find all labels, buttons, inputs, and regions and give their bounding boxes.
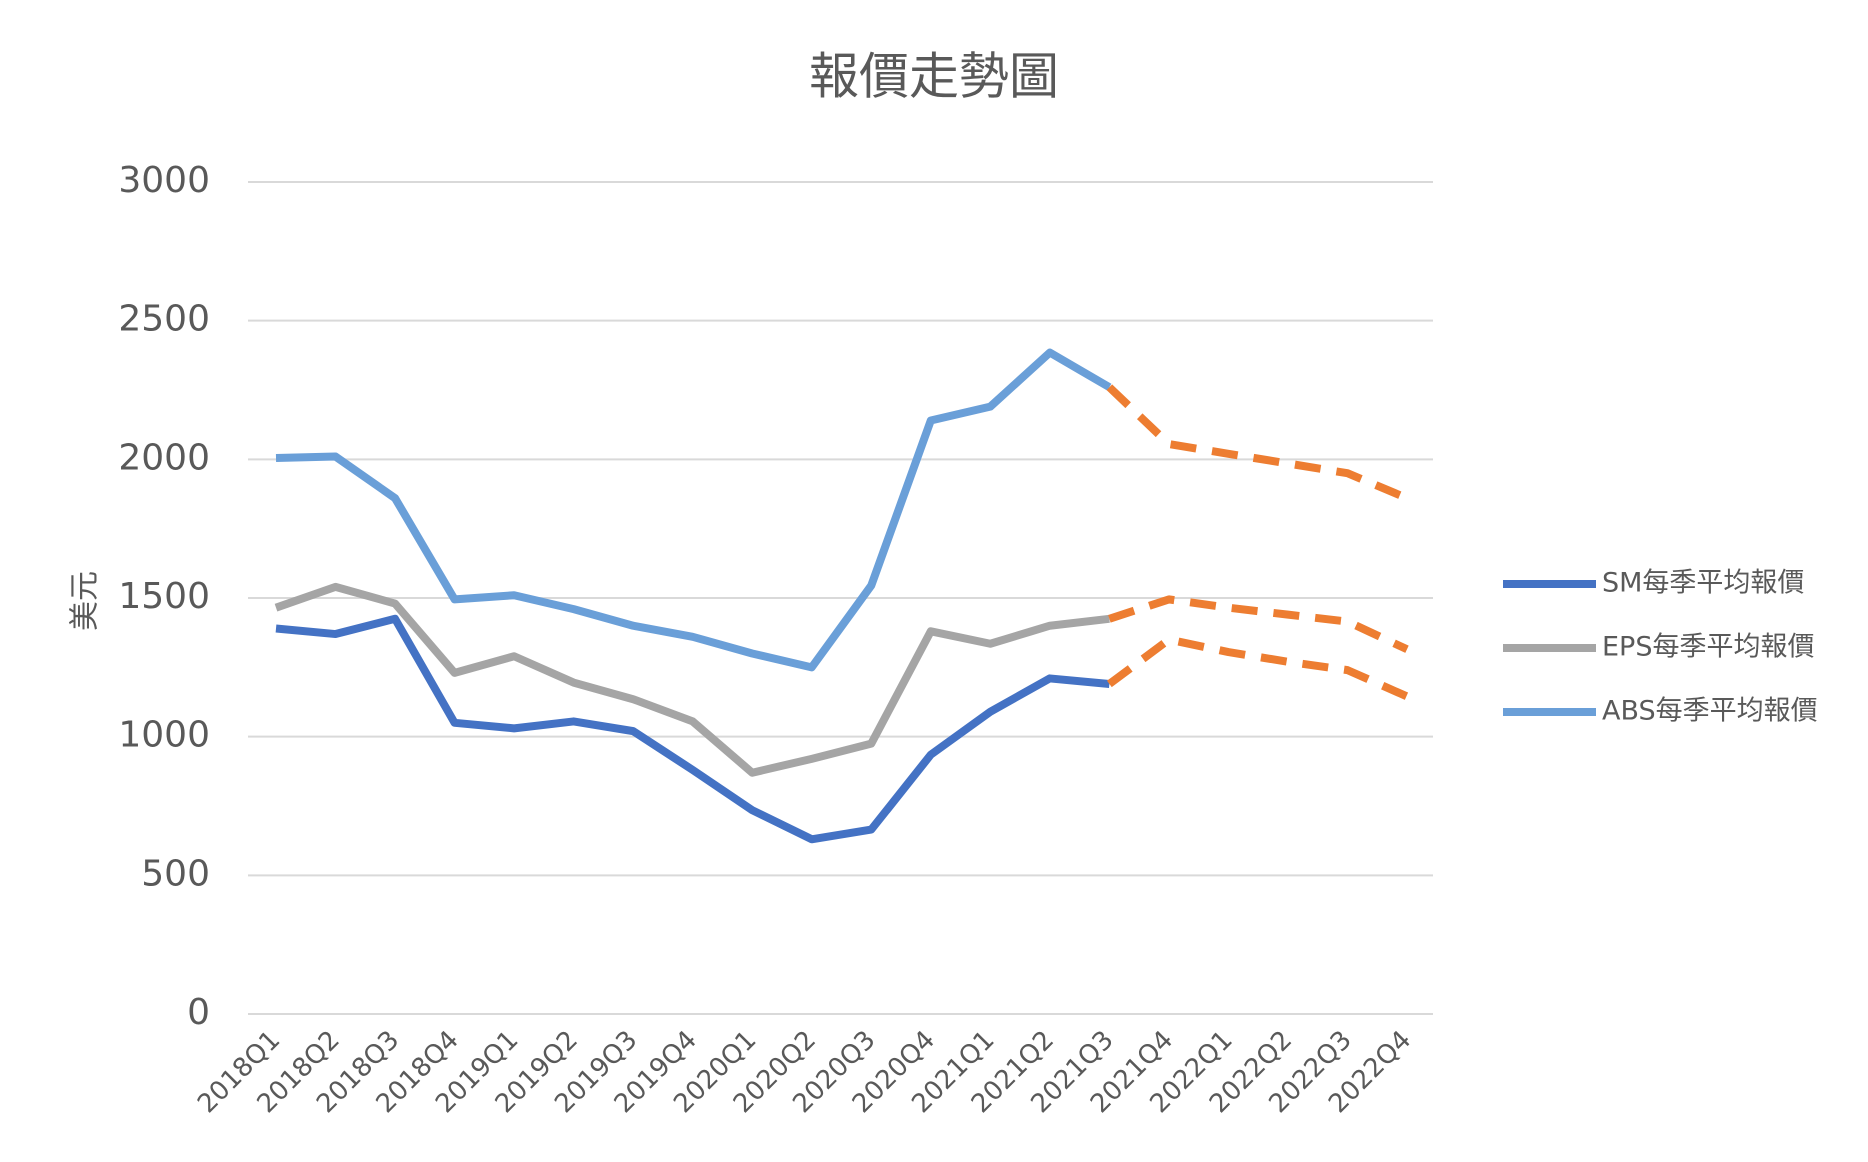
y-tick-label: 0	[187, 992, 210, 1033]
y-tick-label: 2000	[118, 437, 210, 478]
forecast-line	[1106, 384, 1409, 502]
legend-label: ABS每季平均報價	[1602, 696, 1818, 727]
y-tick-label: 500	[141, 853, 210, 894]
y-tick-label: 1500	[118, 576, 210, 617]
forecast-line	[1108, 595, 1409, 653]
chart-title: 報價走勢圖	[809, 48, 1059, 106]
legend-label: EPS每季平均報價	[1602, 632, 1814, 663]
legend-label: SM每季平均報價	[1602, 568, 1804, 599]
series-line	[275, 348, 1112, 672]
series-line	[274, 582, 1110, 777]
y-tick-label: 2500	[118, 299, 210, 340]
series-line	[275, 614, 1110, 844]
y-tick-label: 1000	[118, 715, 210, 756]
forecast-line	[1106, 635, 1409, 701]
y-axis-label: 美元	[68, 571, 103, 631]
y-tick-label: 3000	[118, 160, 210, 201]
